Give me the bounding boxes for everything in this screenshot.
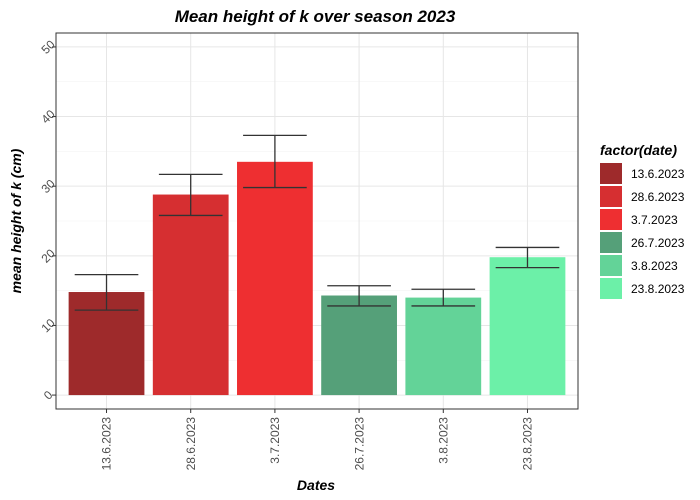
legend-title: factor(date): [600, 142, 677, 158]
y-tick-label: 10: [38, 316, 58, 336]
y-tick-label: 20: [38, 246, 58, 266]
plot-border: [55, 32, 579, 410]
legend-swatch: [600, 186, 622, 207]
y-tick-label: 30: [38, 176, 58, 196]
y-axis-title: mean height of k (cm): [8, 148, 24, 293]
legend-label: 26.7.2023: [631, 236, 685, 250]
x-tick-label: 23.8.2023: [521, 417, 535, 471]
x-tick-label: 28.6.2023: [184, 417, 198, 471]
legend-label: 3.7.2023: [631, 213, 678, 227]
legend-swatch: [600, 163, 622, 184]
bar: [152, 194, 229, 396]
error-bars: [74, 134, 560, 311]
y-tick-label: 40: [38, 107, 58, 127]
x-tick-label: 3.7.2023: [268, 417, 282, 464]
bar: [237, 161, 313, 396]
x-tick-label: 3.8.2023: [436, 417, 450, 464]
x-tick-label: 13.6.2023: [100, 417, 114, 471]
legend: factor(date) 13.6.2023 28.6.2023 3.7.2023 2…: [600, 142, 685, 299]
legend-swatch: [600, 255, 622, 276]
legend-label: 23.8.2023: [631, 282, 685, 296]
bars: [68, 161, 566, 396]
x-axis-ticks: 13.6.2023 28.6.2023 3.7.2023 26.7.2023 3.8.2…: [100, 409, 535, 470]
x-tick-label: 26.7.2023: [352, 417, 366, 471]
chart-title: Mean height of k over season 2023: [175, 7, 456, 26]
bar: [405, 297, 482, 396]
legend-label: 3.8.2023: [631, 259, 678, 273]
y-tick-label: 50: [38, 37, 58, 57]
legend-label: 28.6.2023: [631, 190, 685, 204]
bar: [321, 295, 397, 396]
x-axis-title: Dates: [297, 477, 335, 493]
legend-swatch: [600, 278, 622, 299]
legend-label: 13.6.2023: [631, 167, 685, 181]
legend-swatch: [600, 232, 622, 253]
legend-swatch: [600, 209, 622, 230]
bar: [489, 257, 566, 396]
